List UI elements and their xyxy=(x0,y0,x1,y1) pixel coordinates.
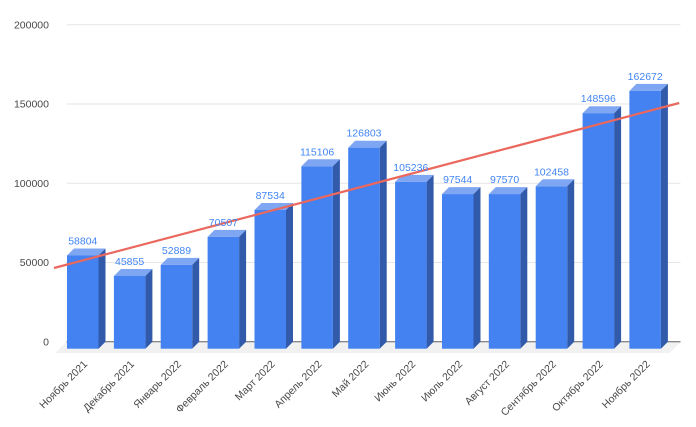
svg-text:70507: 70507 xyxy=(209,217,238,229)
svg-text:200000: 200000 xyxy=(14,19,49,31)
svg-text:0: 0 xyxy=(43,336,49,348)
svg-text:97570: 97570 xyxy=(490,174,519,186)
svg-text:162672: 162672 xyxy=(628,71,663,83)
svg-text:150000: 150000 xyxy=(14,99,49,111)
svg-text:102458: 102458 xyxy=(534,166,569,178)
svg-text:126803: 126803 xyxy=(346,128,381,140)
svg-text:115106: 115106 xyxy=(300,146,334,158)
svg-text:50000: 50000 xyxy=(20,257,49,269)
svg-text:87534: 87534 xyxy=(256,190,285,202)
svg-text:100000: 100000 xyxy=(14,178,49,190)
svg-text:105236: 105236 xyxy=(393,162,428,174)
svg-text:148596: 148596 xyxy=(581,93,616,105)
svg-text:52889: 52889 xyxy=(162,245,191,257)
svg-text:97544: 97544 xyxy=(443,174,472,186)
svg-text:45855: 45855 xyxy=(115,256,144,268)
svg-text:58804: 58804 xyxy=(68,236,97,248)
